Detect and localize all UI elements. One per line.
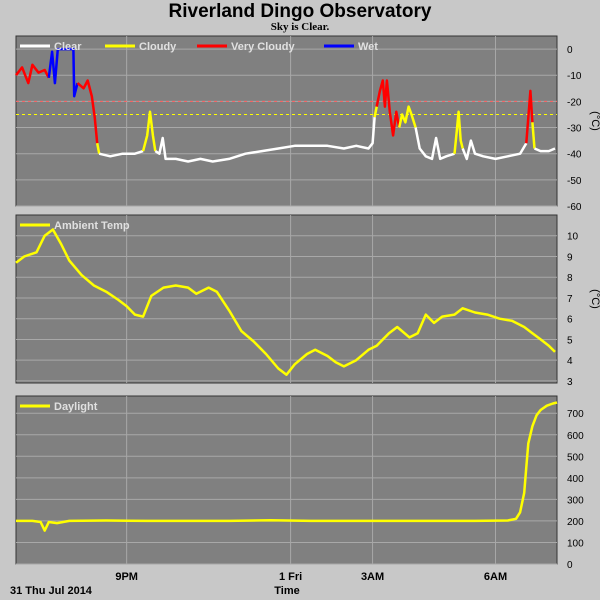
y-tick-label: -60 — [567, 202, 582, 213]
y-tick-label: 8 — [567, 273, 573, 284]
series-line — [531, 122, 536, 149]
series-line — [461, 139, 528, 161]
y-tick-label: -20 — [567, 97, 582, 108]
page-title: Riverland Dingo Observatory — [168, 1, 432, 22]
series-line — [453, 110, 464, 154]
series-line — [141, 110, 157, 152]
y-tick-label: 4 — [567, 356, 573, 367]
y-tick-label: -50 — [567, 176, 582, 187]
x-tick-label: 3AM — [361, 571, 384, 583]
y-tick-label: -30 — [567, 124, 582, 135]
x-axis-label: Time — [274, 585, 299, 597]
series-line — [534, 147, 556, 153]
series-line — [154, 117, 376, 163]
y-tick-label: 500 — [567, 452, 584, 463]
y-axis-unit: (°C) — [589, 289, 600, 309]
series-line — [98, 149, 144, 158]
legend-label: Daylight — [54, 401, 98, 413]
date-label: 31 Thu Jul 2014 — [10, 585, 93, 597]
plot-area — [15, 214, 558, 384]
y-tick-label: 200 — [567, 517, 584, 528]
y-axis-unit: (°C) — [589, 111, 600, 131]
plot-area — [15, 395, 558, 565]
series-line — [375, 79, 401, 137]
y-tick-label: 700 — [567, 409, 584, 420]
y-tick-label: 9 — [567, 252, 573, 263]
y-tick-label: 100 — [567, 538, 584, 549]
x-tick-label: 6AM — [484, 571, 507, 583]
y-tick-label: 600 — [567, 431, 584, 442]
y-tick-label: 3 — [567, 377, 573, 388]
y-tick-label: 10 — [567, 232, 579, 243]
legend-label: Cloudy — [139, 41, 177, 53]
y-tick-label: 300 — [567, 495, 584, 506]
y-tick-label: 400 — [567, 474, 584, 485]
series-line — [16, 401, 558, 532]
series-line — [15, 228, 556, 376]
y-tick-label: 0 — [567, 45, 573, 56]
series-line — [76, 79, 99, 144]
legend-label: Very Cloudy — [231, 41, 295, 53]
series-line — [525, 89, 534, 144]
legend-label: Clear — [54, 41, 82, 53]
panel-daylight: 700 600 500 400 300 200 100 0 Daylight — [15, 395, 584, 571]
x-tick-label: 1 Fri — [279, 571, 302, 583]
series-line — [15, 63, 50, 85]
legend-label: Ambient Temp — [54, 220, 130, 232]
x-tick-label: 9PM — [115, 571, 138, 583]
y-tick-label: 7 — [567, 294, 573, 305]
series-line — [397, 105, 417, 128]
series-line — [47, 47, 79, 98]
panel-ambient: 10 9 8 7 6 5 4 3 (°C) Ambient Temp — [15, 214, 600, 388]
y-tick-label: -10 — [567, 71, 582, 82]
panel-sky: 0 -10 -20 -30 -40 -50 -60 (°C) Clear Cloudy Very C… — [15, 35, 600, 213]
legend-label: Wet — [358, 41, 378, 53]
y-tick-label: 5 — [567, 335, 573, 346]
y-tick-label: 6 — [567, 315, 573, 326]
y-tick-label: 0 — [567, 560, 573, 571]
series-line — [414, 127, 455, 161]
page-subtitle: Sky is Clear. — [270, 21, 330, 33]
y-tick-label: -40 — [567, 150, 582, 161]
series-line — [373, 106, 378, 118]
series-line — [95, 142, 101, 154]
plot-area — [15, 35, 558, 207]
